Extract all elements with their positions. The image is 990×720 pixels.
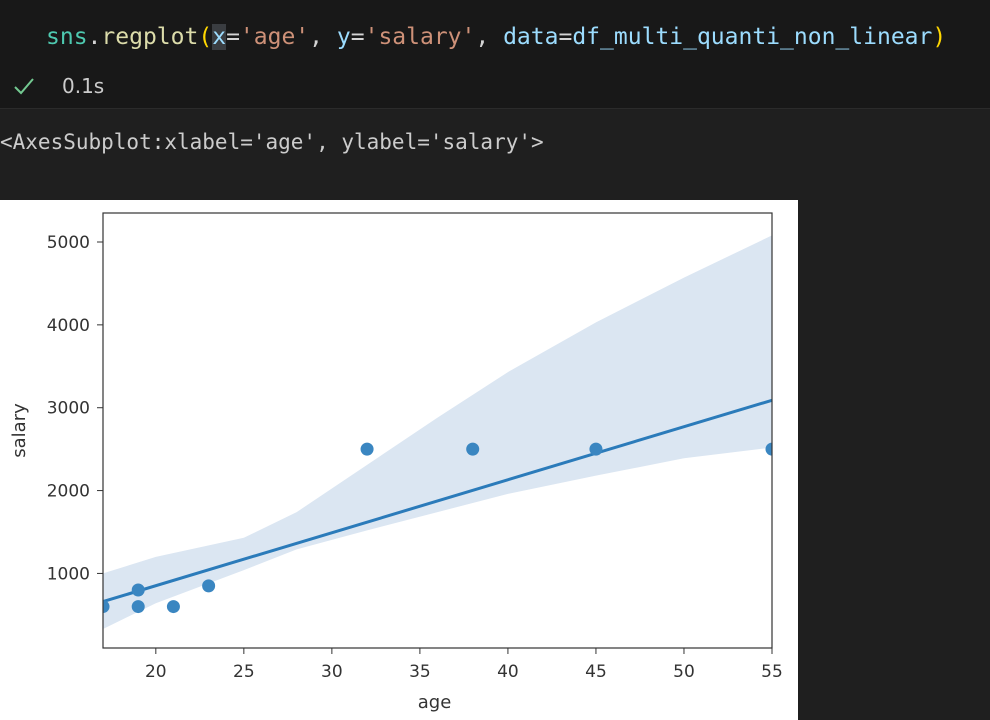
x-axis-label: age — [418, 692, 452, 713]
code-eq-2: = — [350, 24, 365, 50]
code-sep-1: , — [309, 24, 337, 50]
data-point — [589, 442, 603, 456]
confidence-band — [103, 235, 772, 629]
code-data-param: data — [503, 24, 559, 50]
code-y-value: 'salary' — [364, 24, 476, 50]
code-open-paren: ( — [198, 24, 213, 50]
code-sep-2: , — [475, 24, 504, 50]
data-point — [765, 442, 772, 456]
code-eq-3: = — [558, 24, 573, 50]
y-tick-label: 2000 — [47, 482, 90, 502]
execution-status: 0.1s — [12, 72, 104, 100]
x-tick-label: 25 — [233, 662, 255, 682]
y-tick-label: 5000 — [47, 233, 90, 253]
plot-figure: 20 25 30 35 40 45 50 55 1000 2000 3000 4000 5000 age s… — [0, 200, 798, 720]
data-point — [202, 579, 216, 593]
x-tick-label: 35 — [409, 662, 431, 682]
data-point — [103, 600, 110, 614]
x-tick-label: 45 — [585, 662, 607, 682]
execution-time: 0.1s — [62, 74, 105, 98]
code-cell[interactable]: sns.regplot(x='age', y='salary', data=df… — [0, 0, 990, 109]
output-repr: <AxesSubplot:xlabel='age', ylabel='salar… — [0, 130, 544, 154]
data-point — [131, 583, 145, 597]
y-tick-label: 4000 — [47, 316, 90, 336]
plot-frame — [102, 212, 773, 649]
data-point — [360, 442, 374, 456]
y-tick-label: 1000 — [47, 564, 90, 584]
data-point — [466, 442, 480, 456]
code-dot: . — [87, 24, 102, 50]
code-obj: sns — [46, 24, 88, 50]
x-tick-label: 50 — [673, 662, 695, 682]
x-tick-label: 30 — [321, 662, 343, 682]
data-point — [131, 600, 145, 614]
code-data-value: df_multi_quanti_non_linear — [572, 24, 933, 50]
code-line[interactable]: sns.regplot(x='age', y='salary', data=df… — [46, 22, 946, 52]
x-tick-label: 20 — [145, 662, 167, 682]
code-eq-1: = — [226, 24, 240, 50]
code-x-param: x — [212, 24, 227, 50]
code-x-value: 'age' — [239, 24, 310, 50]
y-axis-label: salary — [9, 403, 30, 458]
x-tick-label: 55 — [761, 662, 783, 682]
regplot-chart: 20 25 30 35 40 45 50 55 1000 2000 3000 4000 5000 age s… — [9, 212, 783, 713]
y-tick-label: 3000 — [47, 399, 90, 419]
data-point — [166, 600, 180, 614]
check-icon — [14, 78, 34, 95]
code-func: regplot — [101, 24, 199, 50]
code-y-param: y — [336, 24, 351, 50]
x-tick-label: 40 — [497, 662, 519, 682]
code-close-paren: ) — [932, 24, 947, 50]
regression-line — [103, 398, 772, 604]
